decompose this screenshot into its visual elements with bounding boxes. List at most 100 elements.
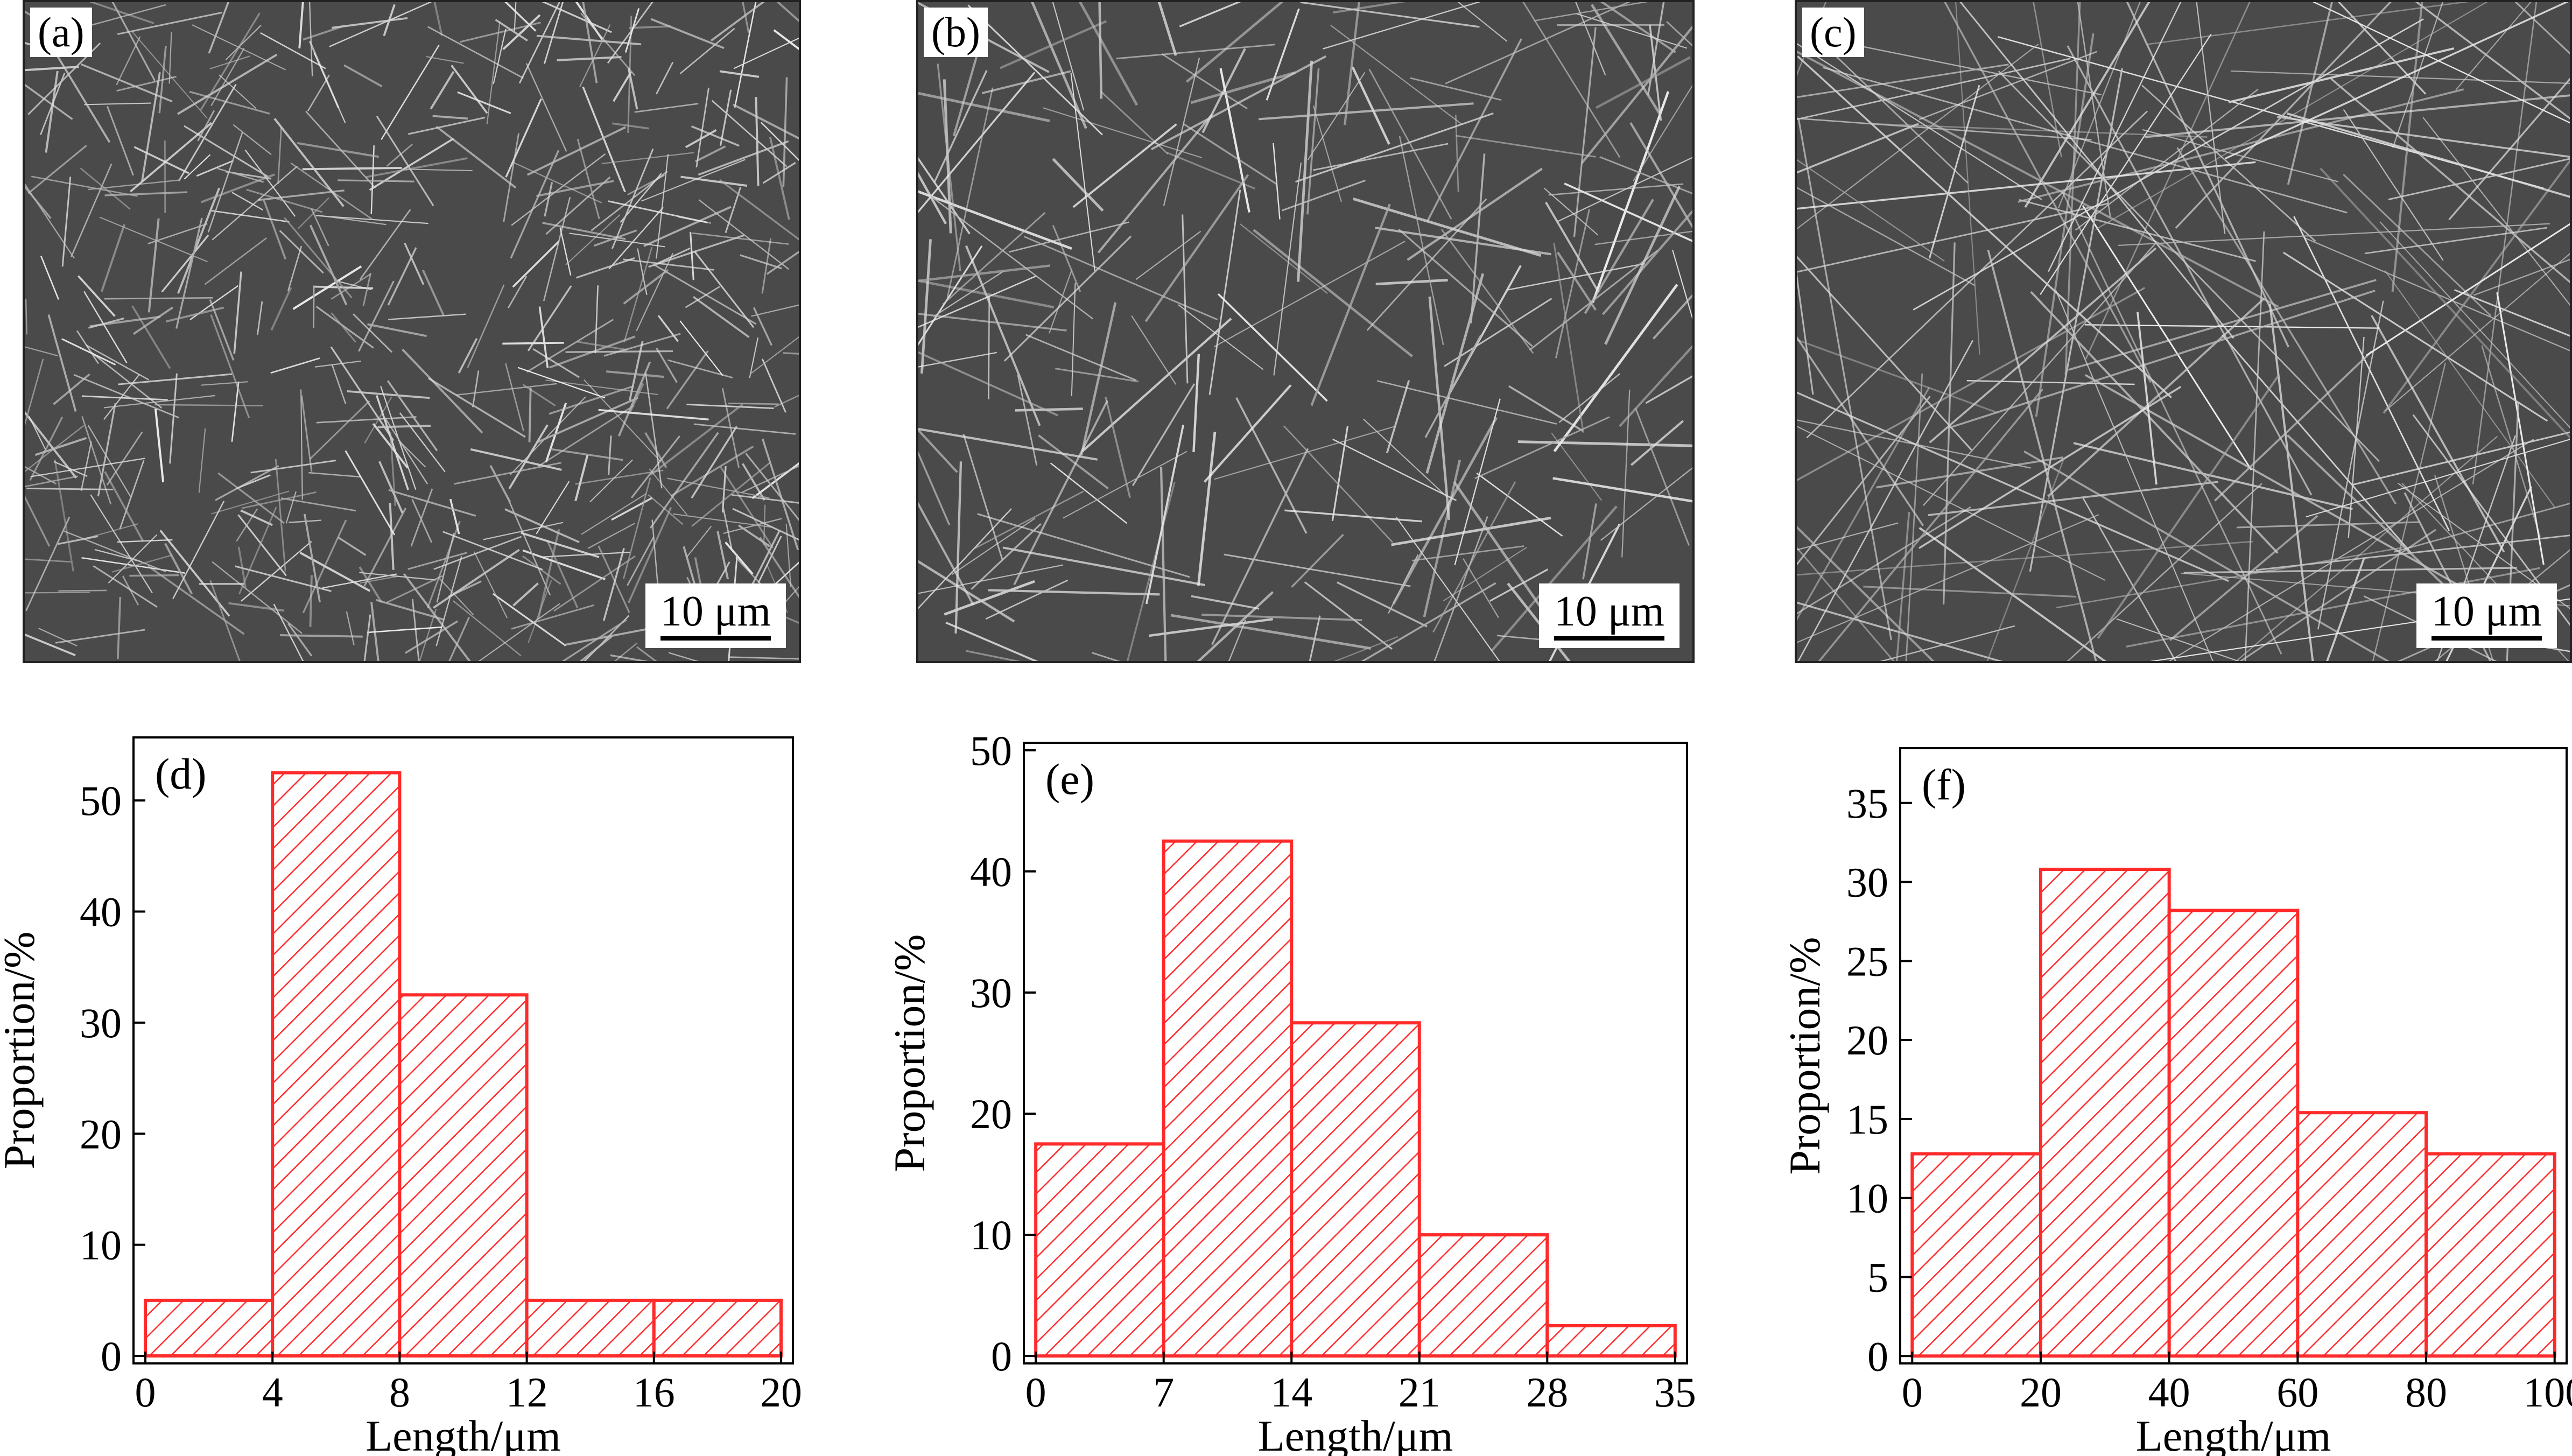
nanowire: [389, 432, 396, 506]
nanowire: [608, 200, 708, 223]
nanowire: [80, 441, 92, 491]
nanowire: [25, 475, 78, 488]
nanowire: [542, 2, 612, 33]
nanowire: [1806, 110, 2148, 439]
histogram-bar: [652, 1298, 783, 1358]
nanowire: [300, 395, 313, 472]
nanowire: [933, 69, 988, 184]
nanowire: [2304, 237, 2570, 351]
nanowire: [1283, 425, 1394, 543]
nanowire: [1797, 525, 1935, 661]
nanowire: [1368, 68, 1452, 220]
x-axis-label: Length/μm: [2136, 1411, 2331, 1456]
nanowire: [300, 389, 303, 500]
histogram-bar: [144, 1298, 275, 1358]
nanowire: [611, 497, 653, 521]
histogram-bar: [1162, 839, 1294, 1358]
nanowire: [510, 150, 560, 259]
nanowire: [25, 299, 27, 335]
nanowire: [601, 152, 694, 165]
nanowire: [655, 347, 678, 383]
nanowire: [1797, 339, 1998, 414]
nanowire: [25, 346, 59, 357]
nanowire: [212, 165, 298, 241]
nanowire: [695, 87, 709, 168]
nanowire: [2137, 312, 2158, 485]
nanowire: [168, 32, 172, 84]
nanowire: [521, 532, 600, 558]
nanowire: [1986, 457, 2065, 661]
nanowire: [2224, 2, 2569, 160]
nanowire: [2448, 78, 2570, 221]
nanowire: [543, 2, 564, 65]
nanowire: [2454, 289, 2570, 337]
nanowire: [200, 12, 261, 111]
nanowire: [575, 257, 635, 279]
nanowire: [603, 333, 681, 357]
nanowire: [2268, 304, 2314, 661]
y-tick-label: 0: [991, 1333, 1012, 1380]
nanowire: [627, 67, 638, 110]
nanowire: [407, 552, 467, 570]
nanowire: [1224, 553, 1411, 587]
nanowire: [453, 600, 522, 657]
nanowire: [1410, 77, 1502, 101]
nanowire: [1959, 2, 2234, 339]
nanowire: [2343, 173, 2492, 316]
x-tick-label: 21: [1399, 1369, 1440, 1416]
nanowire: [742, 465, 799, 493]
nanowire: [1015, 407, 1083, 412]
histogram-e: 0 10 20 30 40 50 0 7 14 21 28 35 (e) Length/μm Proport…: [885, 727, 1696, 1456]
nanowire: [673, 513, 773, 528]
nanowire: [1529, 249, 1659, 351]
nanowire: [610, 654, 649, 661]
nanowire: [584, 379, 661, 462]
nanowire: [132, 306, 174, 335]
nanowire: [2379, 221, 2570, 428]
nanowire: [1445, 2, 1631, 85]
micrograph-c: (c) 10 μm: [1795, 0, 2572, 663]
nanowire: [292, 265, 362, 310]
nanowire: [1522, 2, 1621, 158]
nanowire: [971, 523, 1042, 590]
nanowire: [45, 71, 59, 153]
nanowire: [378, 461, 404, 514]
nanowire: [2030, 291, 2279, 554]
nanowire: [1987, 249, 2097, 661]
nanowire: [511, 604, 595, 630]
nanowire: [749, 336, 799, 375]
nanowire: [952, 41, 982, 136]
nanowire: [546, 539, 579, 608]
nanowire: [1063, 451, 1187, 519]
nanowire: [154, 404, 264, 407]
nanowire: [1163, 58, 1200, 206]
panel-label-c: (c): [1802, 8, 1864, 57]
nanowire: [650, 18, 725, 50]
nanowire: [2067, 45, 2313, 496]
nanowire: [270, 287, 292, 331]
nanowire: [200, 173, 275, 203]
nanowire: [2118, 223, 2550, 246]
nanowire: [1456, 135, 1596, 158]
nanowire: [457, 91, 511, 115]
nanowire: [1582, 503, 1597, 580]
nanowire: [543, 196, 571, 301]
nanowire: [1392, 417, 1498, 605]
nanowire: [2351, 431, 2570, 486]
nanowire: [61, 338, 116, 366]
nanowire: [918, 564, 1063, 594]
nanowire: [1000, 20, 1107, 69]
y-tick-label: 0: [1867, 1333, 1888, 1380]
nanowire: [1399, 136, 1444, 346]
nanowire: [962, 433, 1003, 560]
nanowire: [628, 383, 644, 414]
nanowire: [1630, 420, 1684, 466]
nanowire: [757, 536, 782, 583]
nanowire: [1453, 481, 1548, 617]
nanowire: [1353, 198, 1542, 257]
nanowire: [2095, 2, 2488, 230]
nanowire: [1362, 418, 1447, 497]
nanowire: [946, 87, 994, 298]
nanowire: [1072, 123, 1177, 208]
nanowire: [2126, 2, 2289, 348]
